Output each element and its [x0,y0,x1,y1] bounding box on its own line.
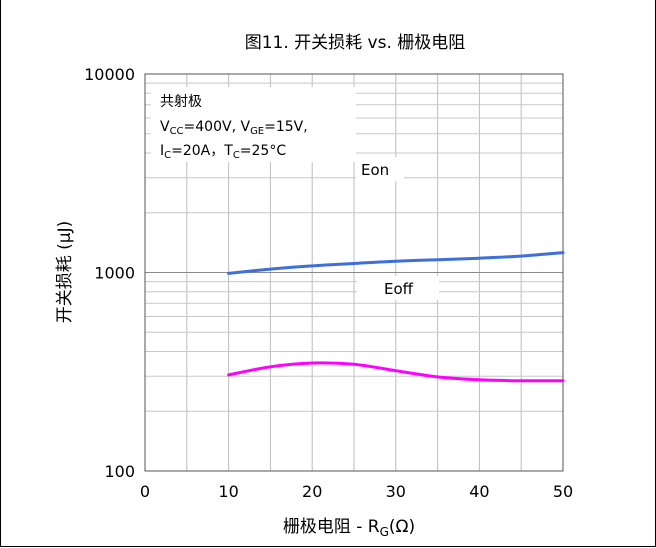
annotation-line3: IC=20A，TC=25°C [160,143,286,161]
chart-title: 图11. 开关损耗 vs. 栅极电阻 [245,33,466,53]
y-axis-label: 开关损耗 (μJ) [55,221,75,324]
annotation-line1: 共射极 [160,94,202,110]
x-tick-label: 50 [553,482,573,501]
x-tick-label: 20 [302,482,322,501]
series-label-eon: Eon [361,161,389,179]
x-tick-label: 40 [469,482,489,501]
x-tick-label: 10 [218,482,238,501]
y-tick-label: 100 [104,462,135,481]
y-tick-label: 1000 [94,264,135,283]
x-tick-label: 0 [140,482,150,501]
x-tick-label: 30 [386,482,406,501]
series-label-eoff: Eoff [384,280,414,298]
y-tick-label: 10000 [84,65,135,84]
x-axis-label: 栅极电阻 - RG(Ω) [283,517,415,539]
